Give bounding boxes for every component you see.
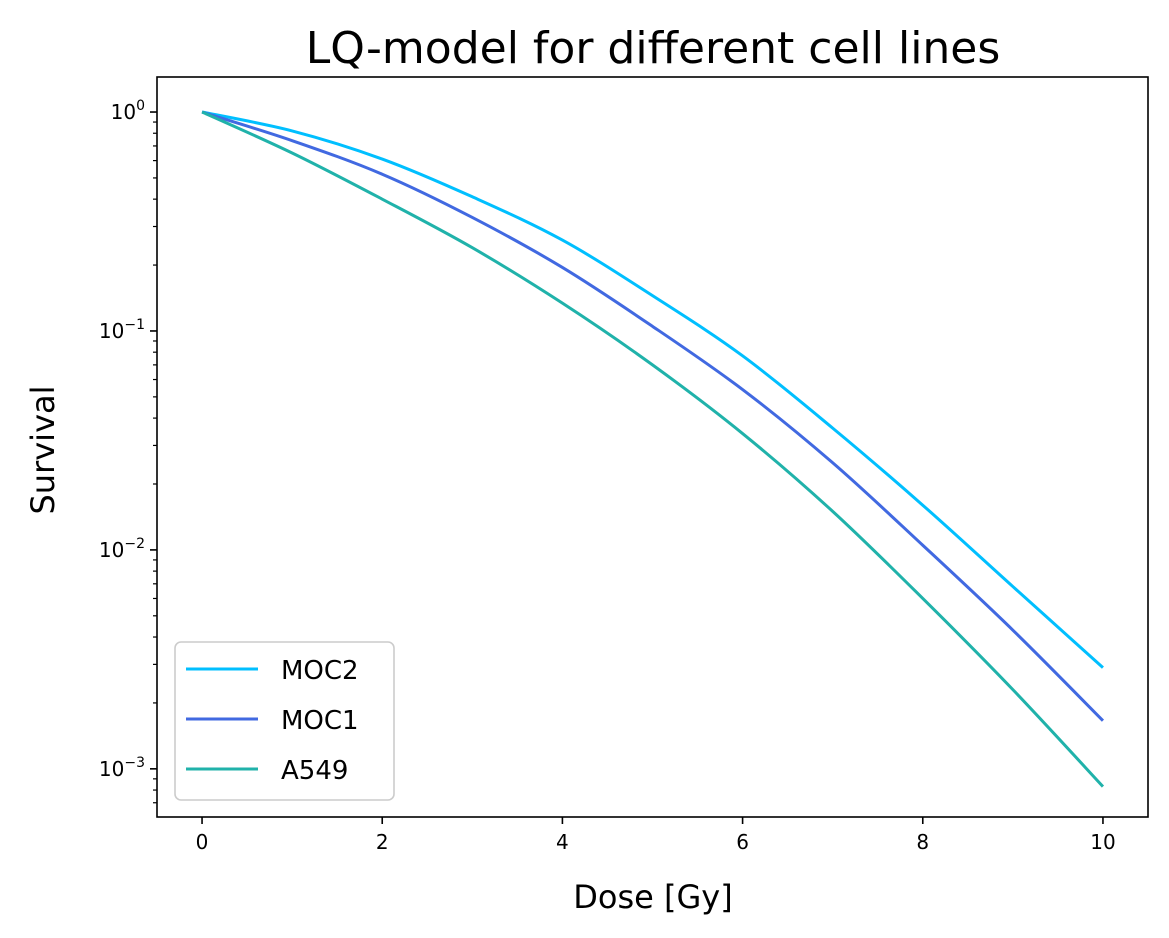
x-tick-label: 2 xyxy=(376,830,389,854)
plot-area xyxy=(201,110,1105,788)
y-tick-label: 10−2 xyxy=(99,536,145,562)
x-tick-label: 10 xyxy=(1090,830,1115,854)
y-axis-title: Survival xyxy=(24,385,62,514)
x-axis: 0 2 4 6 8 10 xyxy=(196,817,1116,854)
series-line-a549 xyxy=(201,110,1105,788)
series-line-moc1 xyxy=(201,110,1105,722)
x-tick-label: 6 xyxy=(736,830,749,854)
x-tick-label: 8 xyxy=(916,830,929,854)
legend-label-a549: A549 xyxy=(281,756,348,786)
legend-label-moc1: MOC1 xyxy=(281,706,359,736)
plot-frame xyxy=(156,76,1149,818)
y-axis: 100 10−1 10−2 10−3 xyxy=(99,98,157,804)
x-axis-title: Dose [Gy] xyxy=(573,878,732,916)
y-tick-label: 100 xyxy=(111,98,145,124)
chart-title: LQ-model for different cell lines xyxy=(306,23,1001,74)
legend: MOC2 MOC1 A549 xyxy=(174,641,395,801)
x-tick-label: 0 xyxy=(196,830,209,854)
x-tick-label: 4 xyxy=(556,830,569,854)
legend-label-moc2: MOC2 xyxy=(281,656,359,686)
series-line-moc2 xyxy=(201,110,1104,669)
legend-box xyxy=(174,641,395,801)
y-tick-label: 10−3 xyxy=(99,755,145,781)
y-tick-label: 10−1 xyxy=(99,317,145,343)
